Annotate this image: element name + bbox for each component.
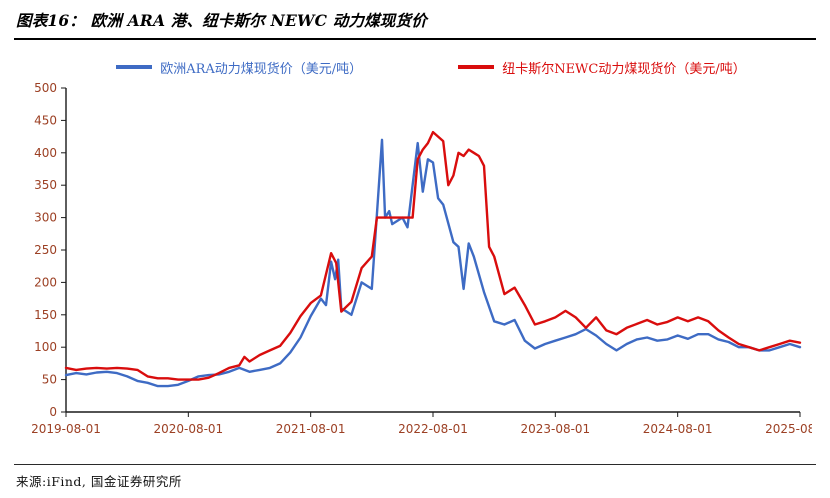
y-axis-label: 200 bbox=[34, 275, 57, 289]
legend-label-0: 欧洲ARA动力煤现货价（美元/吨） bbox=[160, 61, 363, 77]
y-axis-label: 450 bbox=[34, 113, 57, 127]
y-axis-label: 350 bbox=[34, 178, 57, 192]
chart-legend: 欧洲ARA动力煤现货价（美元/吨） 纽卡斯尔NEWC动力煤现货价（美元/吨） bbox=[50, 54, 812, 80]
y-axis-label: 300 bbox=[34, 211, 57, 225]
legend-item-0: 欧洲ARA动力煤现货价（美元/吨） bbox=[116, 58, 362, 77]
source-text: 来源:iFind, 国金证券研究所 bbox=[16, 474, 182, 489]
figure-title-bar: 图表16： 欧洲 ARA 港、纽卡斯尔 NEWC 动力煤现货价 bbox=[14, 0, 816, 40]
source-bar: 来源:iFind, 国金证券研究所 bbox=[14, 464, 816, 492]
x-axis-label: 2024-08-01 bbox=[643, 422, 713, 436]
x-axis-label: 2022-08-01 bbox=[398, 422, 468, 436]
x-axis-label: 2023-08-01 bbox=[520, 422, 590, 436]
legend-item-1: 纽卡斯尔NEWC动力煤现货价（美元/吨） bbox=[458, 58, 746, 77]
x-axis-label: 2021-08-01 bbox=[276, 422, 346, 436]
y-axis-label: 150 bbox=[34, 308, 57, 322]
page-title: 图表16： 欧洲 ARA 港、纽卡斯尔 NEWC 动力煤现货价 bbox=[16, 11, 427, 30]
legend-swatch-0 bbox=[116, 65, 153, 69]
coal-price-chart: 欧洲ARA动力煤现货价（美元/吨） 纽卡斯尔NEWC动力煤现货价（美元/吨） 0 5… bbox=[20, 54, 812, 452]
x-axis-label: 2020-08-01 bbox=[153, 422, 223, 436]
legend-label-1: 纽卡斯尔NEWC动力煤现货价（美元/吨） bbox=[502, 61, 746, 77]
series-line-1 bbox=[64, 130, 802, 381]
y-axis-label: 500 bbox=[34, 81, 57, 95]
x-axis-label: 2025-08-01 bbox=[765, 422, 812, 436]
y-axis-label: 250 bbox=[34, 243, 57, 257]
series-line-0 bbox=[64, 138, 802, 388]
x-axis-label: 2019-08-01 bbox=[31, 422, 101, 436]
line-chart-svg: 0 50 100 150 200 250 300 350 400 450 500 2019-08-01… bbox=[31, 81, 812, 436]
y-axis-label: 50 bbox=[42, 373, 57, 387]
y-axis-label: 100 bbox=[34, 340, 57, 354]
legend-swatch-1 bbox=[458, 65, 495, 69]
y-axis-label: 0 bbox=[49, 405, 57, 419]
y-axis-label: 400 bbox=[34, 146, 57, 160]
